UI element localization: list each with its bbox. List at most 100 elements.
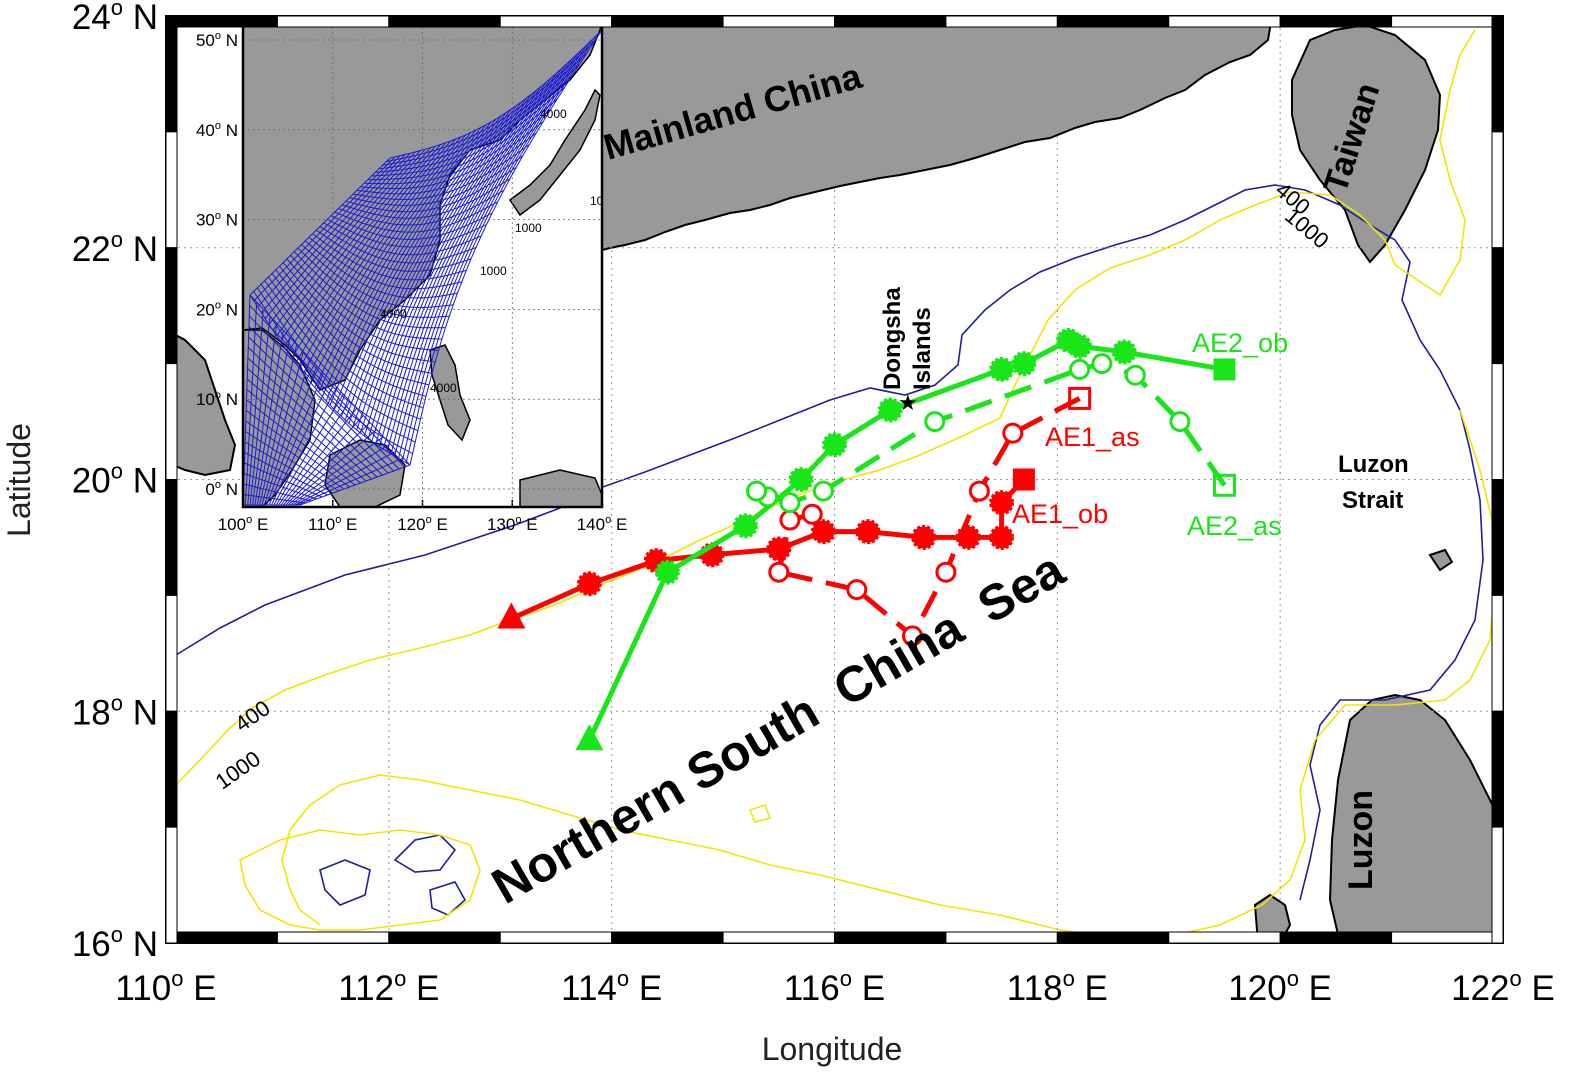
track-point-ae1-as: [846, 579, 868, 601]
tick-label: 20o N: [196, 300, 238, 320]
track-point-ae1-ob: [810, 519, 836, 545]
mesh-line: [337, 112, 507, 413]
track-point-ae2-as: [1091, 353, 1113, 375]
track-point-ae2-ob: [1111, 339, 1137, 365]
mesh-line: [287, 144, 441, 353]
frame-segment-left: [165, 826, 178, 944]
tick-label: 24o N: [72, 0, 158, 37]
track-point-ae1-as: [779, 509, 801, 531]
mesh-line: [278, 400, 351, 506]
place-dongsha-1: Dongsha: [879, 287, 906, 390]
frame-segment-top: [611, 15, 724, 28]
mesh-line: [268, 372, 324, 506]
track-point-ae2-as: [779, 492, 801, 514]
mesh-line: [280, 147, 431, 342]
mesh-line: [360, 90, 537, 434]
frame-segment-left: [165, 131, 178, 249]
inset-contour-label: 4000: [540, 107, 567, 121]
mesh-line: [297, 457, 404, 506]
mesh-line: [292, 443, 391, 506]
frame-segment-left: [165, 15, 178, 133]
place-luzon: Luzon: [1342, 790, 1380, 890]
track-point-ae2-ob: [877, 397, 903, 423]
contour-1000m: [175, 29, 1496, 939]
mesh-line: [352, 97, 527, 427]
frame-segment-left: [165, 247, 178, 365]
mesh-line: [398, 44, 588, 459]
tick-label: 112o E: [338, 966, 439, 1008]
track-point-ae1-as: [768, 561, 790, 583]
contour-1000m-south: [239, 803, 772, 931]
inset-map: 4000 1000 4000 1000 1000 4000 100o E 110o E 120…: [196, 20, 627, 534]
mesh-line: [285, 422, 371, 506]
frame-segment-right: [1491, 594, 1504, 712]
frame-segment-left: [165, 710, 178, 828]
track-point-ae1-ob: [576, 571, 602, 597]
mesh-line: [367, 81, 547, 439]
label-ae2-ob: AE2_ob: [1192, 328, 1288, 358]
tick-labels: 110o E 112o E 114o E 116o E 118o E 120o E 122o…: [72, 0, 1555, 1008]
mesh-line: [263, 358, 311, 506]
track-point-ae2-ob: [1011, 351, 1037, 377]
tick-label: 16o N: [72, 922, 158, 964]
frame-segment-left: [165, 363, 178, 480]
mesh-line: [325, 121, 492, 402]
tick-label: 40o N: [196, 120, 238, 140]
mesh-line: [261, 154, 406, 314]
mesh-line: [291, 142, 446, 359]
mesh-line: [272, 150, 421, 331]
mesh-line: [249, 316, 271, 506]
frame-segment-right: [1491, 826, 1504, 944]
tick-label: 122o E: [1451, 966, 1555, 1008]
track-point-ae1-as: [901, 625, 923, 647]
track-point-ae1-ob: [855, 519, 881, 545]
tick-label: 130o E: [487, 514, 538, 534]
y-axis-label: Latitude: [1, 423, 37, 537]
track-point-ae2-as: [1069, 358, 1091, 380]
mesh-line: [371, 77, 552, 442]
track-line-ae2-as: [755, 360, 1227, 506]
frame-segment-bottom: [1056, 931, 1170, 944]
land-islands-south: [1253, 893, 1292, 943]
contour-layer: [175, 29, 1496, 939]
track-labels: AE2_ob AE1_as AE1_ob AE2_as: [1012, 328, 1288, 541]
mesh-line: [257, 155, 401, 308]
mesh-line: [244, 302, 258, 506]
mesh-line: [266, 365, 318, 506]
frame-segment-bottom: [388, 931, 501, 944]
mesh-line: [283, 145, 436, 348]
mesh-line: [356, 94, 532, 431]
land-hainan-coast: [166, 328, 237, 477]
mesh-line: [321, 124, 487, 397]
inset-new-guinea: [519, 469, 602, 507]
frame-segment-bottom: [276, 931, 390, 944]
mesh-line: [310, 132, 472, 384]
frame-segment-top: [722, 15, 835, 28]
frame-segment-left: [165, 479, 178, 596]
track-point-ae1-ob: [911, 524, 937, 550]
mesh-line: [333, 115, 502, 410]
track-point-ae2-ob: [654, 559, 680, 585]
mesh-line: [290, 436, 384, 506]
frame-segment-bottom: [834, 931, 947, 944]
mesh-line: [382, 63, 568, 450]
tick-label: 116o E: [784, 966, 885, 1008]
frame-segment-top: [388, 15, 501, 28]
mesh-line: [268, 151, 416, 325]
mesh-line: [344, 105, 517, 421]
track-point-ae2-ob: [732, 513, 758, 539]
frame-segment-bottom: [499, 931, 613, 944]
mesh-line: [379, 68, 563, 447]
track-point-ae2-as: [1124, 364, 1146, 386]
mesh-line: [254, 330, 284, 506]
mesh-line: [295, 140, 451, 364]
mesh-line: [299, 464, 411, 506]
inset-contour-label: 1000: [590, 194, 617, 208]
frame-segment-right: [1491, 247, 1504, 365]
mesh-line: [314, 129, 477, 388]
inset-contour-label: 1000: [480, 264, 507, 278]
tick-label: 100o E: [218, 514, 269, 534]
track-point-ae1-as: [801, 503, 823, 525]
mesh-line: [271, 379, 331, 506]
